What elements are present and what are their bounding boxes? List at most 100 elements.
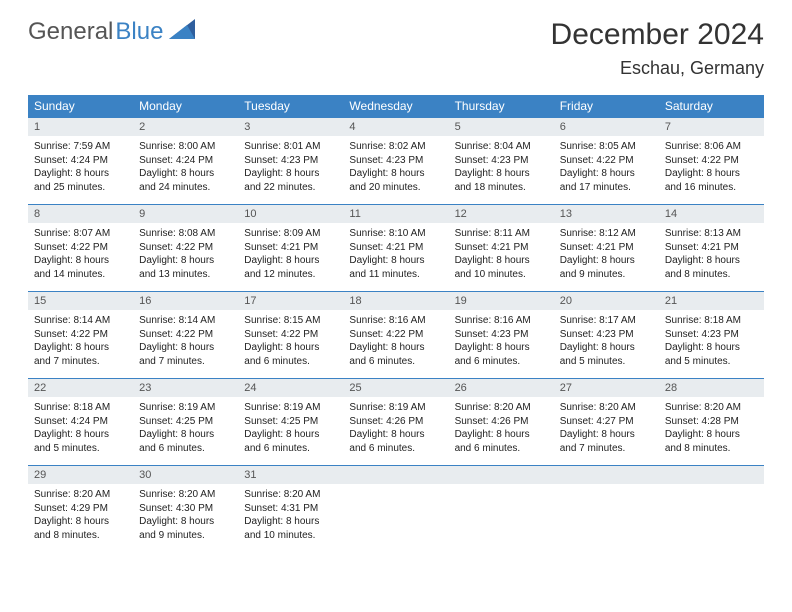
- brand-triangle-icon: [169, 18, 195, 46]
- day-detail-cell: [449, 484, 554, 552]
- sunrise-text: Sunrise: 8:19 AM: [349, 401, 442, 415]
- day-detail-cell: Sunrise: 8:11 AMSunset: 4:21 PMDaylight:…: [449, 223, 554, 292]
- day-number-cell: 3: [238, 118, 343, 137]
- daylight-text: Daylight: 8 hours and 6 minutes.: [455, 428, 548, 455]
- daylight-text: Daylight: 8 hours and 5 minutes.: [34, 428, 127, 455]
- sunrise-text: Sunrise: 8:09 AM: [244, 227, 337, 241]
- day-number-cell: 4: [343, 118, 448, 137]
- sunset-text: Sunset: 4:21 PM: [665, 241, 758, 255]
- sunrise-text: Sunrise: 8:18 AM: [34, 401, 127, 415]
- daylight-text: Daylight: 8 hours and 5 minutes.: [560, 341, 653, 368]
- day-number-cell: 14: [659, 205, 764, 224]
- sunrise-text: Sunrise: 8:20 AM: [455, 401, 548, 415]
- day-number-cell: 10: [238, 205, 343, 224]
- weekday-row: SundayMondayTuesdayWednesdayThursdayFrid…: [28, 95, 764, 118]
- title-block: December 2024 Eschau, Germany: [551, 18, 764, 87]
- day-detail-cell: Sunrise: 8:20 AMSunset: 4:28 PMDaylight:…: [659, 397, 764, 466]
- weekday-header: Friday: [554, 95, 659, 118]
- sunset-text: Sunset: 4:21 PM: [455, 241, 548, 255]
- weekday-header: Saturday: [659, 95, 764, 118]
- calendar-head: SundayMondayTuesdayWednesdayThursdayFrid…: [28, 95, 764, 118]
- day-number-cell: 17: [238, 292, 343, 311]
- daylight-text: Daylight: 8 hours and 24 minutes.: [139, 167, 232, 194]
- day-detail-cell: Sunrise: 8:12 AMSunset: 4:21 PMDaylight:…: [554, 223, 659, 292]
- day-number-cell: 20: [554, 292, 659, 311]
- daylight-text: Daylight: 8 hours and 22 minutes.: [244, 167, 337, 194]
- month-title: December 2024: [551, 18, 764, 52]
- sunset-text: Sunset: 4:24 PM: [34, 154, 127, 168]
- day-detail-cell: Sunrise: 8:18 AMSunset: 4:24 PMDaylight:…: [28, 397, 133, 466]
- sunrise-text: Sunrise: 8:20 AM: [244, 488, 337, 502]
- daylight-text: Daylight: 8 hours and 16 minutes.: [665, 167, 758, 194]
- daynum-row: 22232425262728: [28, 379, 764, 398]
- day-detail-cell: Sunrise: 8:19 AMSunset: 4:25 PMDaylight:…: [133, 397, 238, 466]
- day-number-cell: 8: [28, 205, 133, 224]
- day-detail-cell: Sunrise: 8:18 AMSunset: 4:23 PMDaylight:…: [659, 310, 764, 379]
- sunset-text: Sunset: 4:22 PM: [139, 241, 232, 255]
- sunrise-text: Sunrise: 7:59 AM: [34, 140, 127, 154]
- day-number-cell: 9: [133, 205, 238, 224]
- day-detail-cell: Sunrise: 7:59 AMSunset: 4:24 PMDaylight:…: [28, 136, 133, 205]
- day-detail-cell: Sunrise: 8:06 AMSunset: 4:22 PMDaylight:…: [659, 136, 764, 205]
- day-number-cell: 31: [238, 466, 343, 485]
- daylight-text: Daylight: 8 hours and 11 minutes.: [349, 254, 442, 281]
- day-detail-cell: Sunrise: 8:20 AMSunset: 4:27 PMDaylight:…: [554, 397, 659, 466]
- sunrise-text: Sunrise: 8:20 AM: [34, 488, 127, 502]
- daynum-row: 891011121314: [28, 205, 764, 224]
- day-detail-cell: Sunrise: 8:15 AMSunset: 4:22 PMDaylight:…: [238, 310, 343, 379]
- day-detail-cell: Sunrise: 8:00 AMSunset: 4:24 PMDaylight:…: [133, 136, 238, 205]
- sunset-text: Sunset: 4:31 PM: [244, 502, 337, 516]
- weekday-header: Thursday: [449, 95, 554, 118]
- daynum-row: 1234567: [28, 118, 764, 137]
- brand-part1: General: [28, 18, 113, 46]
- day-number-cell: 13: [554, 205, 659, 224]
- sunset-text: Sunset: 4:22 PM: [244, 328, 337, 342]
- location-label: Eschau, Germany: [551, 58, 764, 79]
- day-number-cell: 15: [28, 292, 133, 311]
- day-detail-cell: [343, 484, 448, 552]
- sunrise-text: Sunrise: 8:02 AM: [349, 140, 442, 154]
- sunset-text: Sunset: 4:30 PM: [139, 502, 232, 516]
- day-detail-cell: Sunrise: 8:07 AMSunset: 4:22 PMDaylight:…: [28, 223, 133, 292]
- day-number-cell: [343, 466, 448, 485]
- day-detail-cell: Sunrise: 8:19 AMSunset: 4:25 PMDaylight:…: [238, 397, 343, 466]
- day-detail-cell: Sunrise: 8:08 AMSunset: 4:22 PMDaylight:…: [133, 223, 238, 292]
- daylight-text: Daylight: 8 hours and 8 minutes.: [665, 254, 758, 281]
- daylight-text: Daylight: 8 hours and 6 minutes.: [244, 341, 337, 368]
- day-number-cell: 18: [343, 292, 448, 311]
- day-number-cell: 7: [659, 118, 764, 137]
- daylight-text: Daylight: 8 hours and 14 minutes.: [34, 254, 127, 281]
- day-number-cell: 30: [133, 466, 238, 485]
- daylight-text: Daylight: 8 hours and 9 minutes.: [560, 254, 653, 281]
- day-detail-cell: Sunrise: 8:20 AMSunset: 4:26 PMDaylight:…: [449, 397, 554, 466]
- day-detail-cell: Sunrise: 8:16 AMSunset: 4:23 PMDaylight:…: [449, 310, 554, 379]
- sunrise-text: Sunrise: 8:16 AM: [349, 314, 442, 328]
- daylight-text: Daylight: 8 hours and 10 minutes.: [455, 254, 548, 281]
- day-number-cell: [659, 466, 764, 485]
- day-detail-cell: Sunrise: 8:02 AMSunset: 4:23 PMDaylight:…: [343, 136, 448, 205]
- sunrise-text: Sunrise: 8:14 AM: [34, 314, 127, 328]
- daylight-text: Daylight: 8 hours and 6 minutes.: [349, 341, 442, 368]
- day-detail-cell: [554, 484, 659, 552]
- sunrise-text: Sunrise: 8:04 AM: [455, 140, 548, 154]
- sunset-text: Sunset: 4:28 PM: [665, 415, 758, 429]
- day-number-cell: 25: [343, 379, 448, 398]
- brand-part2: Blue: [115, 18, 163, 46]
- day-detail-cell: Sunrise: 8:20 AMSunset: 4:30 PMDaylight:…: [133, 484, 238, 552]
- sunrise-text: Sunrise: 8:20 AM: [665, 401, 758, 415]
- sunrise-text: Sunrise: 8:13 AM: [665, 227, 758, 241]
- detail-row: Sunrise: 8:14 AMSunset: 4:22 PMDaylight:…: [28, 310, 764, 379]
- sunset-text: Sunset: 4:22 PM: [349, 328, 442, 342]
- day-detail-cell: Sunrise: 8:10 AMSunset: 4:21 PMDaylight:…: [343, 223, 448, 292]
- calendar-body: 1234567Sunrise: 7:59 AMSunset: 4:24 PMDa…: [28, 118, 764, 553]
- daylight-text: Daylight: 8 hours and 18 minutes.: [455, 167, 548, 194]
- sunset-text: Sunset: 4:25 PM: [244, 415, 337, 429]
- sunrise-text: Sunrise: 8:19 AM: [244, 401, 337, 415]
- sunset-text: Sunset: 4:22 PM: [665, 154, 758, 168]
- day-number-cell: 23: [133, 379, 238, 398]
- day-detail-cell: Sunrise: 8:09 AMSunset: 4:21 PMDaylight:…: [238, 223, 343, 292]
- daylight-text: Daylight: 8 hours and 20 minutes.: [349, 167, 442, 194]
- sunrise-text: Sunrise: 8:20 AM: [139, 488, 232, 502]
- weekday-header: Sunday: [28, 95, 133, 118]
- sunrise-text: Sunrise: 8:11 AM: [455, 227, 548, 241]
